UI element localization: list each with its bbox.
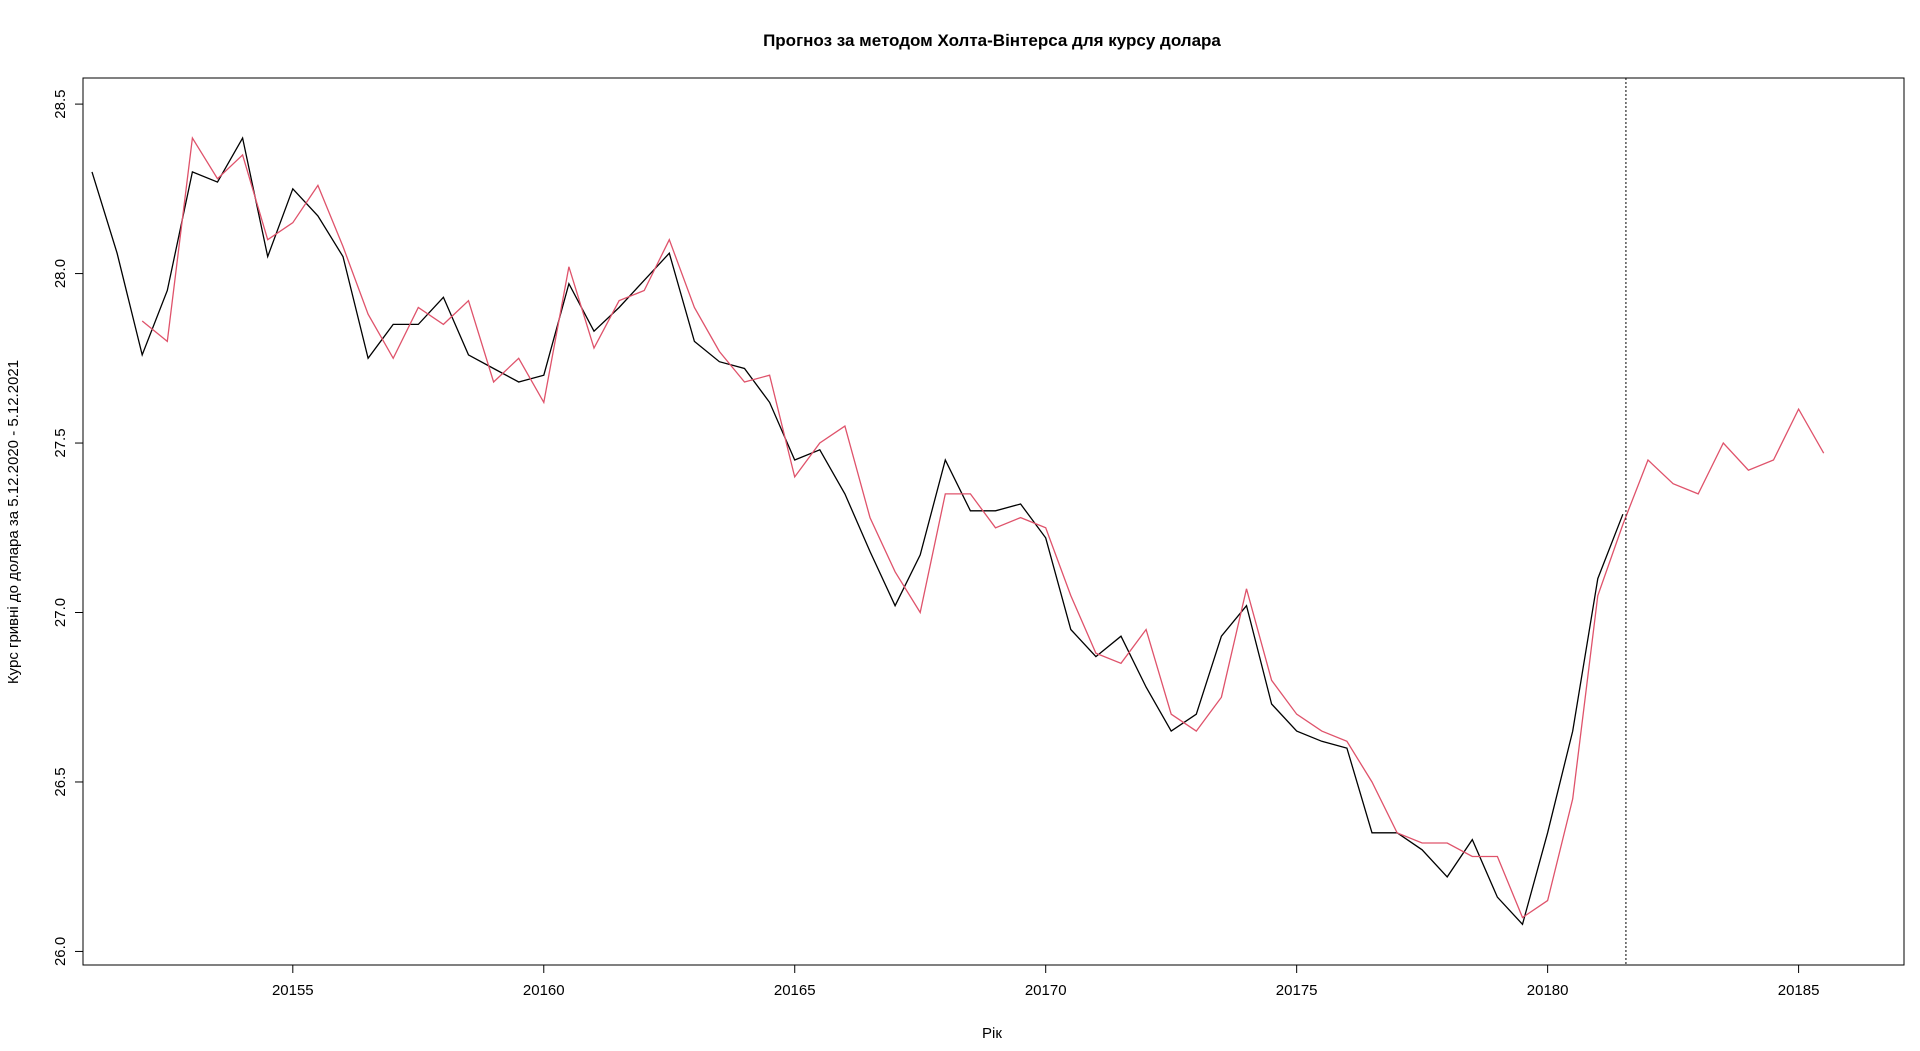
y-tick-label: 28.5 (52, 89, 69, 118)
y-tick-label: 27.0 (52, 598, 69, 627)
y-tick-label: 28.0 (52, 259, 69, 288)
plot-frame (82, 77, 1905, 966)
y-tick-label: 27.5 (52, 428, 69, 457)
x-axis-label: Рік (982, 1025, 1002, 1042)
x-tick-label: 20170 (1025, 982, 1067, 999)
x-tick-label: 20165 (774, 982, 816, 999)
y-tick-label: 26.0 (52, 937, 69, 966)
x-tick-label: 20180 (1527, 982, 1569, 999)
chart-title: Прогноз за методом Холта-Вінтерса для ку… (763, 31, 1221, 50)
y-tick-label: 26.5 (52, 767, 69, 796)
x-tick-label: 20185 (1778, 982, 1820, 999)
y-axis-label: Курс гривні до долара за 5.12.2020 - 5.1… (5, 360, 22, 684)
series-line (141, 136, 1825, 919)
x-tick-label: 20160 (523, 982, 565, 999)
x-tick-label: 20155 (272, 982, 314, 999)
series-line (91, 136, 1624, 926)
x-tick-label: 20175 (1276, 982, 1318, 999)
